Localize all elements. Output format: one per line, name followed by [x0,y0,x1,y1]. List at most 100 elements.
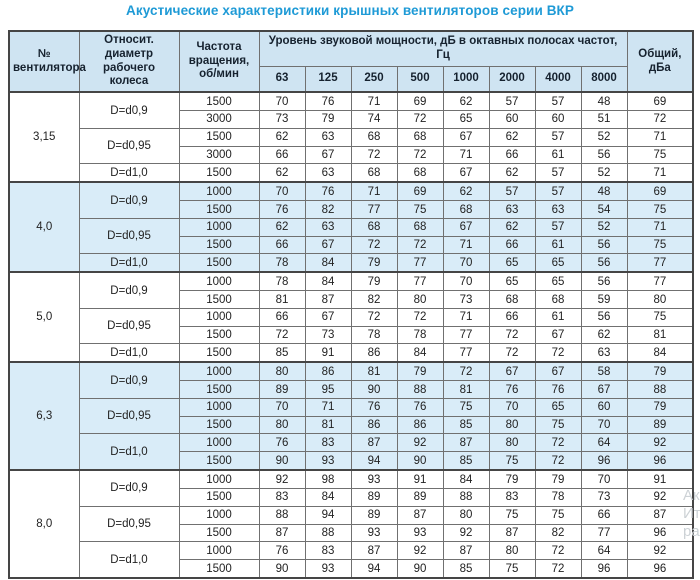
speed-cell: 1500 [178,488,260,507]
level-cell: 73 [304,325,352,345]
level-cell: 70 [258,181,306,202]
level-cell: 84 [304,488,352,507]
watermark-line: Ак [683,487,700,504]
level-cell: 78 [534,488,582,507]
level-cell: 86 [350,415,398,435]
table-row: 1500 87 88 93 93 92 87 82 77 96 [9,523,694,543]
level-cell: 75 [442,397,490,417]
level-cell: 65 [488,253,536,273]
level-cell: 87 [350,541,398,560]
speed-cell: 1500 [178,558,260,579]
level-cell: 84 [304,253,352,273]
diameter-cell: D=d0,95 [78,397,180,435]
level-cell: 68 [488,290,536,309]
level-cell: 78 [396,325,444,345]
speed-cell: 3000 [178,110,260,129]
page-title: Акустические характеристики крышных вент… [125,3,574,18]
level-cell: 92 [396,541,444,560]
level-cell: 70 [258,91,306,112]
level-cell: 84 [442,469,490,490]
level-cell: 75 [534,415,582,435]
level-cell: 68 [350,217,398,237]
table-body: 3,15 D=d0,9 1500 70 76 71 69 62 57 57 48 69 3000 73 79… [8,91,694,579]
level-cell: 73 [442,290,490,309]
level-cell: 65 [534,253,582,273]
level-cell: 69 [396,91,444,112]
level-cell: 77 [350,200,398,219]
total-cell: 80 [626,290,694,309]
level-cell: 87 [488,523,536,543]
level-cell: 62 [488,217,536,237]
level-cell: 57 [488,181,536,202]
speed-cell: 1500 [178,163,260,183]
table-row: 5,0 D=d0,9 1000 78 84 79 77 70 65 65 56 77 [8,271,694,363]
level-cell: 63 [580,343,628,363]
level-cell: 56 [580,271,628,292]
table-row: 1500 90 93 94 90 85 75 72 96 96 [9,558,694,579]
level-cell: 77 [580,523,628,543]
table-row: 3,15 D=d0,9 1500 70 76 71 69 62 57 57 48 69 [8,91,694,183]
level-cell: 61 [534,307,582,327]
speed-cell: 1000 [178,361,260,382]
level-cell: 71 [442,235,490,255]
level-cell: 67 [304,307,352,327]
speed-cell: 1500 [178,451,260,471]
speed-cell: 1000 [178,469,260,490]
level-cell: 83 [304,541,352,560]
level-cell: 72 [396,307,444,327]
total-cell: 79 [626,397,694,417]
level-cell: 59 [580,290,628,309]
total-cell: 81 [626,325,694,345]
level-cell: 81 [258,290,306,309]
level-cell: 76 [258,200,306,219]
level-cell: 87 [396,505,444,525]
diameter-cell: D=d0,95 [78,505,180,543]
level-cell: 94 [350,451,398,471]
diameter-cell: D=d0,9 [78,271,180,309]
header-frequency-500: 500 [396,65,444,94]
watermark-line: Ит [683,505,700,522]
watermark-text: Ак Ит ра [683,487,700,541]
speed-cell: 1000 [178,181,260,202]
level-cell: 86 [350,343,398,363]
level-cell: 52 [580,217,628,237]
total-cell: 75 [626,307,694,327]
level-cell: 66 [488,145,536,165]
level-cell: 51 [580,110,628,129]
table-header: № вентилятора Относит. диаметр рабочего … [8,30,694,94]
level-cell: 86 [304,361,352,382]
level-cell: 73 [258,110,306,129]
level-cell: 56 [580,235,628,255]
level-cell: 96 [580,558,628,579]
level-cell: 78 [350,325,398,345]
level-cell: 82 [304,200,352,219]
level-cell: 90 [350,380,398,399]
level-cell: 62 [258,163,306,183]
table-row: 6,3 D=d0,9 1000 80 86 81 79 72 67 67 58 79 [8,361,694,471]
level-cell: 62 [442,91,490,112]
total-cell: 92 [626,541,694,560]
level-cell: 52 [580,127,628,147]
level-cell: 67 [304,145,352,165]
header-row-frequencies: 63 125 250 500 1000 2000 4000 8000 [9,65,693,94]
level-cell: 89 [396,488,444,507]
level-cell: 81 [304,415,352,435]
level-cell: 63 [304,163,352,183]
level-cell: 72 [396,235,444,255]
level-cell: 60 [488,110,536,129]
level-cell: 75 [488,558,536,579]
level-cell: 79 [488,469,536,490]
table-row: 3000 73 79 74 72 65 60 60 51 72 [9,110,694,129]
diameter-cell: D=d0,9 [78,469,180,507]
level-cell: 72 [534,343,582,363]
level-cell: 80 [396,290,444,309]
level-cell: 89 [350,488,398,507]
speed-cell: 1500 [178,415,260,435]
level-cell: 71 [304,397,352,417]
level-cell: 66 [258,145,306,165]
level-cell: 76 [258,541,306,560]
level-cell: 66 [488,307,536,327]
level-cell: 72 [534,451,582,471]
level-cell: 89 [350,505,398,525]
level-cell: 79 [396,361,444,382]
